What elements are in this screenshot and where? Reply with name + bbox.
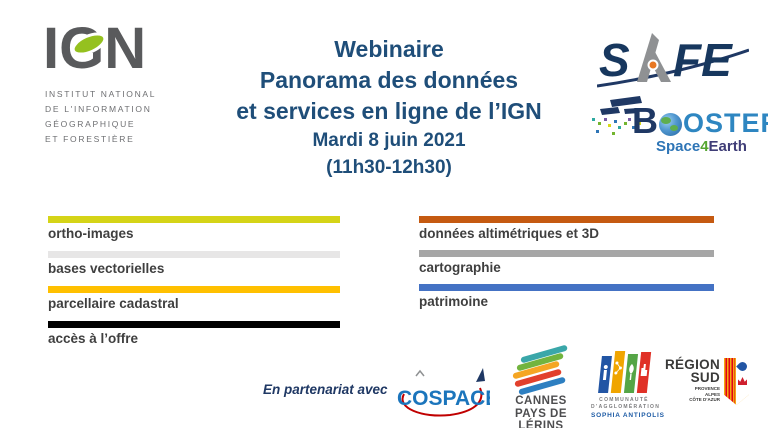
region-line: SUD [690,370,720,385]
title-line: et services en ligne de l’IGN [236,98,542,124]
booster-b-letter: B [632,100,658,141]
ign-subtitle-line: INSTITUT NATIONAL [45,89,157,99]
svg-text:S: S [599,34,630,86]
cannes-line: CANNES [515,395,567,407]
svg-text:COSPACE: COSPACE [397,387,490,410]
topic-row: patrimoine [419,284,714,310]
topic-label: parcellaire cadastral [48,296,179,311]
region-sub-line: ALPES [704,391,720,397]
topics-list-right: données altimétriques et 3D cartographie… [419,216,714,318]
cospace-logo-graphic: COSPACE [397,368,499,417]
topic-label: bases vectorielles [48,261,165,276]
tagline-4: 4 [700,138,709,155]
ign-subtitle: INSTITUT NATIONAL DE L'INFORMATION GÉOGR… [45,87,195,147]
ign-leaf-icon [71,32,107,56]
region-line: RÉGION [664,357,720,372]
booster-streaks-icon [592,96,642,135]
topic-color-bar [48,321,340,328]
safe-a-wing-icon [649,50,671,82]
topic-label: données altimétriques et 3D [419,226,600,241]
topic-row: ortho-images [48,216,340,242]
title-line: Webinaire [334,36,444,62]
ign-subtitle-line: ET FORESTIÈRE [45,134,135,144]
topic-color-bar [419,250,714,257]
region-sub-text: PROVENCE ALPES CÔTE D’AZUR [662,386,720,403]
cannes-pays-de-lerins-logo: CANNES PAYS DE LÉRINS [502,344,580,428]
sophia-line: COMMUNAUTÉ [599,397,649,403]
sophia-logo-text: COMMUNAUTÉ D’AGGLOMÉRATION [591,397,661,410]
booster-oster-letters: OSTER [683,108,768,138]
topic-label: ortho-images [48,226,134,241]
topics-list-left: ortho-images bases vectorielles parcella… [48,216,340,356]
topic-label: cartographie [419,260,501,275]
sophia-bars-icon [591,351,657,393]
region-sub-line: PROVENCE [694,386,720,391]
ign-subtitle-line: GÉOGRAPHIQUE [45,119,136,129]
topic-row: bases vectorielles [48,251,340,277]
svg-text:FE: FE [673,34,733,86]
title-time: (11h30-12h30) [326,157,452,178]
topic-row: accès à l’offre [48,321,340,347]
booster-tagline: Space4Earth [656,138,747,155]
safe-logo-graphic: S FE [596,33,750,88]
topic-color-bar [48,251,340,258]
ign-logo: IGN INSTITUT NATIONAL DE L'INFORMATION G… [45,20,195,147]
topic-color-bar [48,286,340,293]
topic-row: données altimétriques et 3D [419,216,714,242]
safe-swoosh-icon [596,48,750,88]
partnership-text: En partenariat avec [263,382,388,397]
topic-color-bar [419,284,714,291]
cospace-logo: COSPACE [396,366,499,418]
cospace-rocket-icon [476,368,485,382]
booster-globe-icon [659,112,682,136]
sophia-antipolis-logo: COMMUNAUTÉ D’AGGLOMÉRATION SOPHIA ANTIPO… [591,351,665,427]
cannes-logo-text: CANNES PAYS DE LÉRINS [502,395,580,428]
topic-color-bar [419,216,714,223]
topic-row: parcellaire cadastral [48,286,340,312]
region-sud-logo: RÉGION SUD PROVENCE ALPES CÔTE D’AZUR [662,358,752,422]
safe-a-wing-icon [637,33,659,82]
ign-wordmark-icon: IGN [45,20,145,78]
tagline-space: Space [656,138,701,155]
region-sub-line: CÔTE D’AZUR [689,397,720,402]
sophia-antipolis-text: SOPHIA ANTIPOLIS [591,412,665,419]
cannes-line: PAYS DE [514,407,568,420]
cannes-line: LÉRINS [518,420,564,428]
region-shield-icon [724,358,749,405]
topic-label: accès à l’offre [48,331,139,346]
region-sud-text: RÉGION SUD PROVENCE ALPES CÔTE D’AZUR [662,358,720,403]
title-date: Mardi 8 juin 2021 [312,130,466,151]
cannes-brushstrokes-icon [502,344,580,396]
safe-logo: S FE [596,28,750,92]
booster-logo: B OSTER Space4Earth [588,96,768,160]
ign-subtitle-line: DE L'INFORMATION [45,104,152,114]
topic-row: cartographie [419,250,714,276]
safe-a-dot-icon [647,59,659,71]
tagline-earth: Earth [708,138,747,155]
slide-title: Webinaire Panorama des données et servic… [189,34,589,181]
title-line: Panorama des données [259,67,519,93]
topic-label: patrimoine [419,294,489,309]
cospace-satellite-icon [415,369,425,377]
topic-color-bar [48,216,340,223]
sophia-line: D’AGGLOMÉRATION [591,403,661,410]
cospace-orbit-icon [401,387,483,417]
